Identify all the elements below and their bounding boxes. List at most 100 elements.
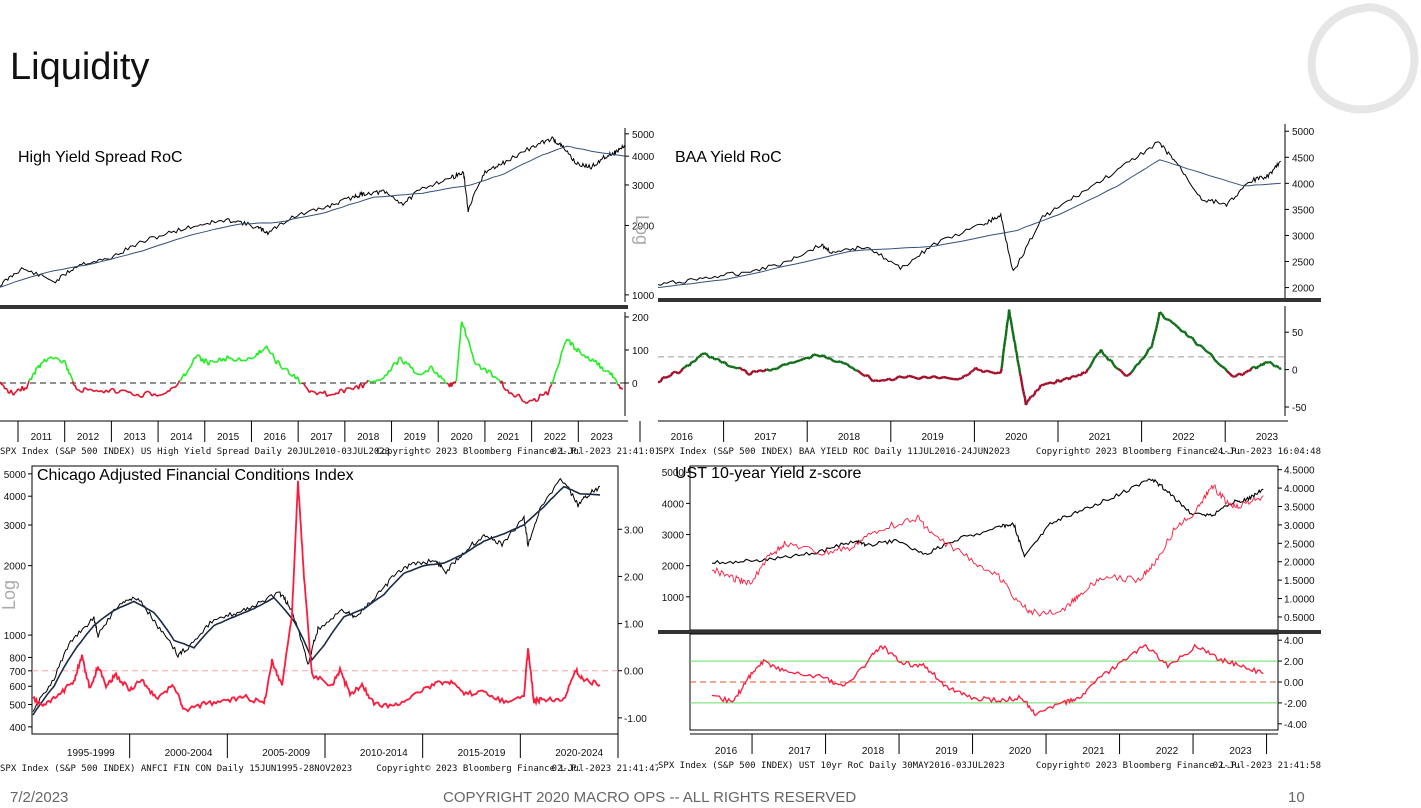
roc-line-segment <box>1248 367 1253 372</box>
roc-line-segment <box>1164 317 1168 321</box>
roc-line-segment <box>1006 318 1010 323</box>
roc-line-segment <box>703 352 707 356</box>
footnote-source: SPX Index (S&P 500 INDEX) UST 10yr RoC D… <box>658 761 1005 771</box>
roc-line-segment <box>1013 342 1018 351</box>
roc-line-segment <box>850 366 854 369</box>
roc-line-segment <box>431 366 435 372</box>
roc-line-segment <box>458 343 461 350</box>
roc-line-segment <box>1004 328 1008 337</box>
panel-divider <box>658 298 1321 302</box>
roc-line-segment <box>1201 345 1206 351</box>
roc-line-segment <box>819 354 824 358</box>
y-tick-label: 400 <box>9 723 26 734</box>
roc-line-segment <box>446 382 450 386</box>
x-tick-label: 2022 <box>1172 432 1195 443</box>
roc-line-segment <box>310 389 314 393</box>
roc-line-segment <box>271 353 275 358</box>
roc-line-segment <box>1153 331 1157 336</box>
roc-line-segment <box>803 356 808 361</box>
roc-line-segment <box>674 370 679 375</box>
roc-line-segment <box>439 375 443 380</box>
x-tick-label: 2021 <box>497 432 520 443</box>
roc-line-segment <box>350 387 354 391</box>
roc-line-segment <box>707 355 711 359</box>
y-tick-label: 1000 <box>4 631 27 642</box>
roc-line-segment <box>688 361 693 367</box>
roc-line-segment <box>163 391 167 395</box>
roc-line-segment <box>63 359 66 363</box>
roc-line-segment <box>352 387 355 391</box>
roc-line-segment <box>1130 368 1135 374</box>
roc-line-segment <box>1017 363 1021 368</box>
roc-line-segment <box>1105 355 1110 361</box>
footnote-timestamp: 24-Jun-2023 16:04:48 <box>1213 447 1321 457</box>
roc-line-segment <box>1235 373 1239 377</box>
x-tick-label: 2019 <box>921 432 944 443</box>
roc-line-segment <box>995 371 999 375</box>
x-tick-label: 2021 <box>1089 432 1112 443</box>
roc-line-segment <box>459 323 463 332</box>
roc-line-segment <box>1014 349 1018 354</box>
roc-line-segment <box>17 388 20 391</box>
roc-line-segment <box>226 355 230 359</box>
roc-line-segment <box>1087 366 1091 371</box>
roc-line-segment <box>359 383 362 386</box>
roc-line-segment <box>1012 334 1016 341</box>
x-tick-label: 2023 <box>591 432 614 443</box>
roc-line-segment <box>248 356 252 360</box>
footer-copyright: COPYRIGHT 2020 MACRO OPS -- ALL RIGHTS R… <box>443 789 857 806</box>
roc-line-segment <box>776 365 781 370</box>
roc-line-segment <box>872 379 876 383</box>
footnote-source: SPX Index (S&P 500 INDEX) US High Yield … <box>0 447 390 457</box>
roc-line-segment <box>809 353 815 360</box>
roc-line-segment <box>470 351 474 356</box>
roc-line-segment <box>480 368 484 371</box>
roc-line-segment <box>586 355 591 361</box>
y-tick-label: 4500 <box>1292 153 1315 164</box>
roc-line-segment <box>377 378 381 382</box>
roc-line-segment <box>375 378 379 383</box>
roc-line-segment <box>171 386 175 389</box>
x-tick-label: 2016 <box>264 432 287 443</box>
x-tick-label: 2022 <box>1156 746 1179 757</box>
roc-line-segment <box>866 374 872 380</box>
x-tick-label: 2000-2004 <box>165 748 213 759</box>
roc-line-segment <box>262 348 265 352</box>
roc-line-segment <box>418 373 421 376</box>
roc-line-segment <box>726 364 731 368</box>
roc-line-segment <box>672 370 676 374</box>
chart-title: High Yield Spread RoC <box>18 149 183 166</box>
y-tick-label: 700 <box>9 667 26 678</box>
y-tick-label: -4.00 <box>1284 720 1307 731</box>
roc-line-segment <box>918 375 925 381</box>
roc-line-segment <box>1021 386 1025 392</box>
roc-line-segment <box>1010 325 1014 331</box>
roc-line-segment <box>1000 361 1004 369</box>
roc-line-segment <box>254 355 257 358</box>
roc-line-segment <box>1178 328 1184 333</box>
roc-line-segment <box>1115 366 1120 371</box>
roc-line-segment <box>297 376 301 385</box>
roc-line-segment <box>379 378 383 382</box>
roc-line-segment <box>64 361 67 365</box>
roc-line-segment <box>1013 339 1017 344</box>
roc-line-segment <box>10 389 13 393</box>
roc-line-segment <box>84 386 87 390</box>
x-tick-label: 2015-2019 <box>458 748 506 759</box>
roc-line-segment <box>1176 325 1181 330</box>
roc-line-segment <box>698 353 703 358</box>
roc-line-segment <box>288 373 292 376</box>
roc-line-segment <box>520 397 524 402</box>
y-tick-label: 2.00 <box>1284 657 1304 668</box>
roc-line-segment <box>112 388 117 394</box>
roc-line-segment <box>843 362 848 366</box>
roc-line-segment <box>1191 336 1196 343</box>
roc-line-segment <box>34 367 37 375</box>
y-tick-label: 1.5000 <box>1284 576 1315 587</box>
y-tick-label: -1.00 <box>624 714 647 725</box>
roc-line-segment <box>333 392 337 396</box>
roc-line-segment <box>488 369 492 373</box>
roc-line-segment <box>461 321 464 328</box>
roc-line-segment <box>869 377 874 383</box>
roc-line-segment <box>822 354 828 360</box>
